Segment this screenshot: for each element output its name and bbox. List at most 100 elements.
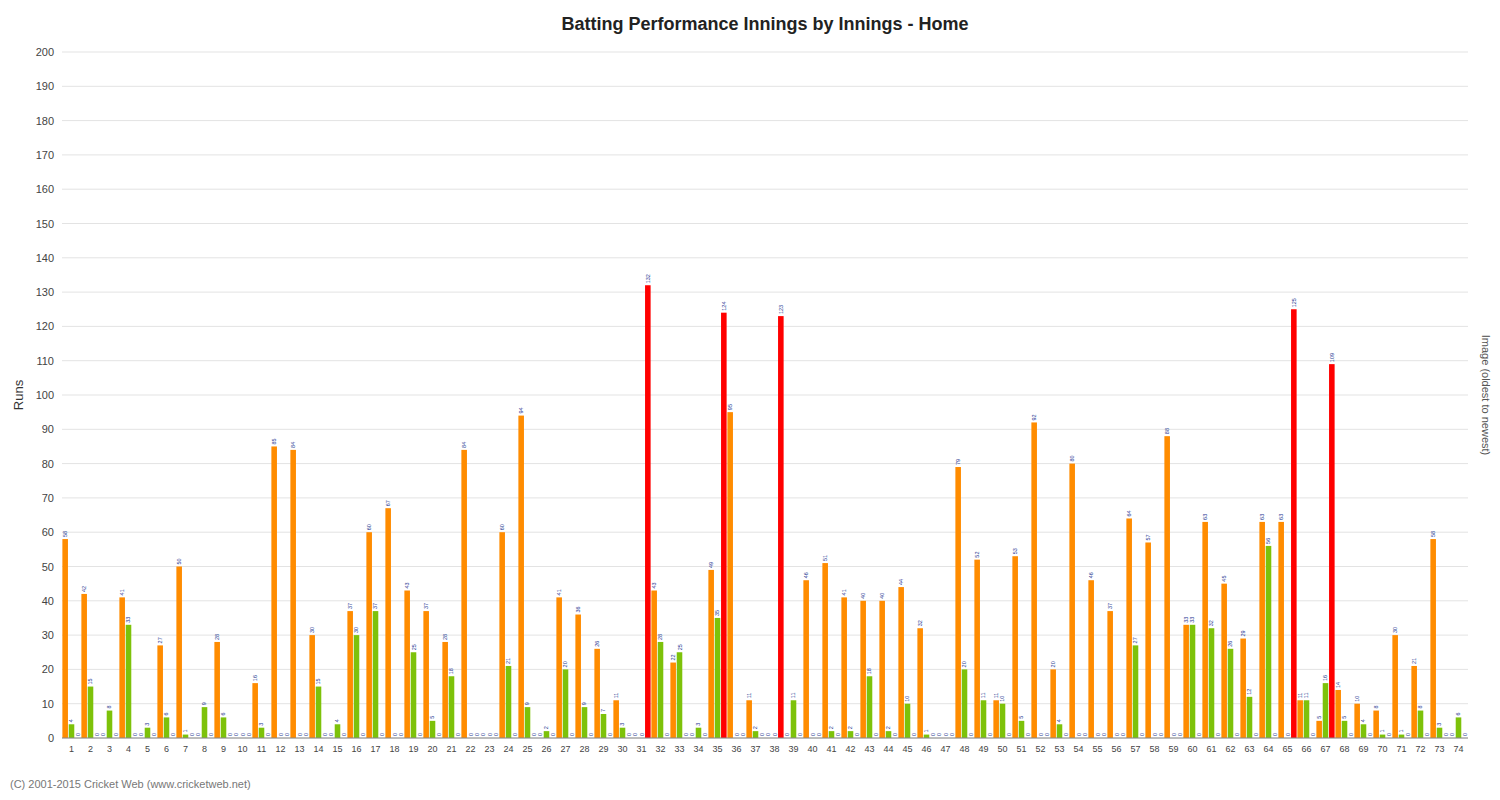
data-label: 0 [1120, 733, 1126, 736]
bar [176, 567, 182, 739]
bar [1380, 735, 1386, 738]
x-tick-label: 32 [655, 744, 665, 754]
x-tick-label: 43 [864, 744, 874, 754]
bar [430, 721, 436, 738]
x-tick-label: 72 [1415, 744, 1425, 754]
x-tick-label: 74 [1453, 744, 1463, 754]
y-tick-label: 0 [48, 732, 54, 744]
y-tick-label: 30 [42, 629, 54, 641]
bar [981, 700, 987, 738]
data-label: 36 [575, 606, 581, 612]
bar [886, 731, 892, 738]
data-label: 0 [1462, 733, 1468, 736]
bar [613, 700, 619, 738]
data-label: 18 [867, 668, 873, 674]
data-label: 0 [474, 733, 480, 736]
data-label: 8 [107, 705, 113, 708]
data-label: 0 [468, 733, 474, 736]
data-label: 123 [778, 305, 784, 314]
x-tick-label: 64 [1263, 744, 1273, 754]
bar [1221, 584, 1227, 738]
x-tick-label: 6 [164, 744, 169, 754]
x-tick-label: 42 [845, 744, 855, 754]
x-tick-label: 2 [88, 744, 93, 754]
x-tick-label: 73 [1434, 744, 1444, 754]
data-label: 40 [860, 593, 866, 599]
data-label: 3 [145, 723, 151, 726]
data-label: 0 [1348, 733, 1354, 736]
data-label: 0 [797, 733, 803, 736]
bar [829, 731, 835, 738]
y-tick-label: 40 [42, 595, 54, 607]
y-tick-label: 190 [36, 80, 54, 92]
data-label: 0 [810, 733, 816, 736]
data-label: 0 [664, 733, 670, 736]
data-label: 0 [816, 733, 822, 736]
bar [645, 285, 651, 738]
data-label: 0 [480, 733, 486, 736]
data-label: 0 [626, 733, 632, 736]
bar [316, 687, 322, 738]
y-tick-label: 160 [36, 183, 54, 195]
data-label: 0 [297, 733, 303, 736]
data-label: 11 [613, 693, 619, 699]
x-tick-label: 4 [126, 744, 131, 754]
x-tick-label: 22 [465, 744, 475, 754]
bar [1342, 721, 1348, 738]
bar [1145, 542, 1151, 738]
data-label: 0 [1196, 733, 1202, 736]
bar [347, 611, 353, 738]
bar [525, 707, 531, 738]
bar [88, 687, 94, 738]
data-label: 15 [88, 678, 94, 684]
data-label: 0 [512, 733, 518, 736]
data-label: 45 [1221, 576, 1227, 582]
data-label: 32 [917, 620, 923, 626]
x-tick-label: 14 [313, 744, 323, 754]
data-label: 33 [1190, 617, 1196, 623]
chart: Batting Performance Innings by Innings -… [0, 0, 1500, 800]
data-label: 0 [455, 733, 461, 736]
grid-line [62, 257, 1468, 258]
data-label: 53 [1012, 548, 1018, 554]
bar [1411, 666, 1417, 738]
y-tick-label: 60 [42, 526, 54, 538]
grid-line [62, 86, 1468, 87]
bar [803, 580, 809, 738]
footer: (C) 2001-2015 Cricket Web (www.cricketwe… [10, 778, 251, 790]
data-label: 0 [607, 733, 613, 736]
x-tick-label: 48 [959, 744, 969, 754]
data-label: 0 [1038, 733, 1044, 736]
bar [62, 539, 68, 738]
data-label: 0 [911, 733, 917, 736]
data-label: 27 [1133, 637, 1139, 643]
bar [715, 618, 721, 738]
data-label: 37 [423, 603, 429, 609]
grid-line [62, 189, 1468, 190]
y-tick-label: 200 [36, 46, 54, 58]
bar [841, 597, 847, 738]
x-tick-label: 23 [484, 744, 494, 754]
data-label: 0 [734, 733, 740, 736]
x-tick-label: 16 [351, 744, 361, 754]
bar [214, 642, 220, 738]
y-tick-label: 180 [36, 115, 54, 127]
data-label: 0 [1158, 733, 1164, 736]
data-label: 5 [1019, 716, 1025, 719]
data-label: 2 [544, 726, 550, 729]
data-label: 88 [1164, 428, 1170, 434]
data-label: 0 [189, 733, 195, 736]
bar [696, 728, 702, 738]
bar [69, 724, 75, 738]
data-label: 8 [1373, 705, 1379, 708]
data-label: 9 [582, 702, 588, 705]
bar [867, 676, 873, 738]
data-label: 0 [398, 733, 404, 736]
data-label: 35 [715, 610, 721, 616]
data-label: 0 [702, 733, 708, 736]
bar [202, 707, 208, 738]
data-label: 63 [1259, 514, 1265, 520]
bar [955, 467, 961, 738]
data-label: 0 [1139, 733, 1145, 736]
bar [1019, 721, 1025, 738]
